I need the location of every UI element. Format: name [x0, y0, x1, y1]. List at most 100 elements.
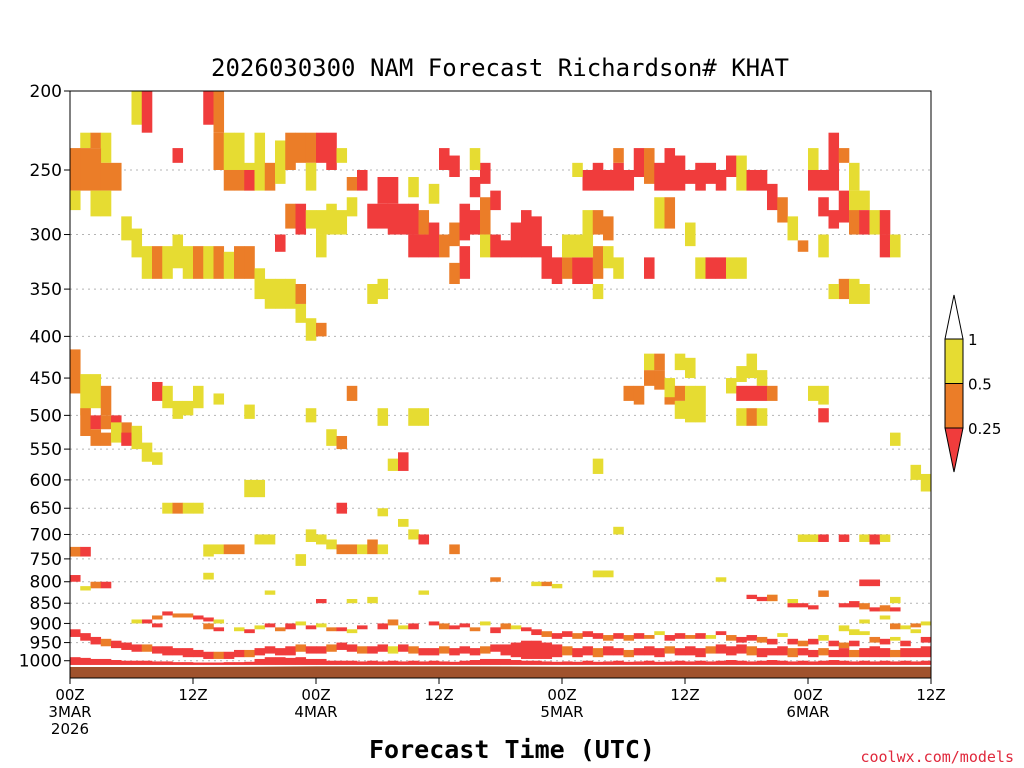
heatmap-cell: [746, 646, 758, 656]
heatmap-cell: [275, 278, 286, 309]
heatmap-cell: [398, 452, 409, 471]
heatmap-cell: [480, 621, 491, 626]
heatmap-cell: [469, 660, 481, 665]
y-tick-label: 850: [30, 594, 62, 614]
plot-frame: [69, 90, 932, 679]
heatmap-cell: [890, 234, 901, 258]
heatmap-cell: [531, 660, 542, 665]
heatmap-cell: [254, 268, 266, 300]
heatmap-cell: [428, 183, 440, 204]
heatmap-cell: [562, 661, 573, 665]
heatmap-cell: [162, 246, 173, 279]
heatmap-cell: [121, 216, 132, 241]
heatmap-cell: [705, 646, 717, 654]
heatmap-cell: [449, 155, 460, 178]
heatmap-cell: [818, 590, 829, 597]
heatmap-cell: [70, 349, 81, 394]
heatmap-cell: [818, 408, 829, 423]
heatmap-cell: [797, 648, 809, 656]
heatmap-cell: [387, 646, 399, 654]
heatmap-cell: [633, 633, 645, 639]
heatmap-cell: [592, 648, 604, 658]
heatmap-cell: [285, 203, 296, 229]
heatmap-cell: [264, 646, 276, 654]
heatmap-cell: [254, 534, 266, 545]
heatmap-cell: [428, 648, 440, 656]
heatmap-cell: [408, 408, 419, 426]
heatmap-cell: [490, 644, 501, 652]
heatmap-cell: [644, 257, 655, 279]
heatmap-cell: [551, 633, 563, 639]
heatmap-cell: [808, 148, 819, 170]
heatmap-cell: [531, 581, 542, 587]
heatmap-cell: [326, 660, 337, 665]
heatmap-cell: [70, 575, 81, 582]
heatmap-cell: [746, 594, 758, 600]
heatmap-cell: [80, 633, 91, 641]
heatmap-cells: [70, 91, 932, 665]
heatmap-cell: [336, 642, 348, 650]
heatmap-cell: [490, 658, 501, 665]
heatmap-cell: [797, 240, 809, 252]
heatmap-cell: [920, 660, 932, 665]
legend-swatch: [944, 383, 964, 429]
heatmap-cell: [849, 661, 860, 665]
heatmap-cell: [264, 278, 276, 309]
heatmap-cell: [736, 385, 747, 401]
heatmap-cell: [541, 642, 553, 659]
heatmap-cell: [213, 91, 225, 133]
heatmap-cell: [162, 661, 173, 665]
heatmap-cell: [100, 132, 112, 163]
heatmap-cell: [408, 529, 419, 540]
heatmap-cell: [121, 432, 132, 446]
heatmap-cell: [746, 661, 758, 665]
heatmap-cell: [193, 385, 204, 409]
heatmap-cell: [818, 635, 829, 641]
heatmap-cell: [305, 646, 317, 654]
legend-arrow-bottom: [944, 427, 964, 473]
heatmap-cell: [613, 633, 624, 639]
heatmap-cell: [859, 534, 870, 542]
heatmap-cell: [418, 234, 430, 258]
heatmap-cell: [890, 623, 901, 630]
x-tick-label: 12Z: [178, 686, 207, 704]
heatmap-cell: [234, 662, 245, 665]
heatmap-cell: [408, 234, 419, 258]
heatmap-cell: [90, 132, 102, 149]
heatmap-cell: [141, 660, 153, 665]
heatmap-cell: [346, 599, 358, 604]
heatmap-cell: [295, 657, 307, 665]
y-tick-label: 250: [30, 161, 62, 181]
heatmap-cell: [326, 627, 337, 632]
y-tick-label: 500: [30, 406, 62, 426]
heatmap-cell: [736, 408, 747, 426]
heatmap-cell: [715, 257, 727, 279]
heatmap-cell: [592, 633, 604, 639]
heatmap-cell: [623, 635, 635, 641]
heatmap-cell: [70, 629, 81, 637]
heatmap-cell: [428, 222, 440, 258]
heatmap-cell: [531, 629, 542, 636]
heatmap-cell: [377, 408, 389, 426]
heatmap-cell: [305, 210, 317, 229]
heatmap-cell: [541, 631, 553, 637]
heatmap-cell: [623, 385, 635, 401]
heatmap-cell: [756, 370, 768, 386]
heatmap-cell: [572, 661, 583, 665]
heatmap-cell: [685, 661, 696, 665]
heatmap-cell: [633, 385, 645, 405]
heatmap-cell: [377, 278, 389, 300]
heatmap-cell: [387, 458, 399, 471]
heatmap-cell: [869, 636, 881, 643]
y-tick-label: 600: [30, 471, 62, 491]
x-tick-label: 12Z: [916, 686, 945, 704]
heatmap-cell: [664, 148, 676, 191]
heatmap-cell: [664, 378, 676, 398]
heatmap-cell: [654, 648, 665, 658]
heatmap-cell: [828, 284, 840, 300]
heatmap-cell: [715, 660, 727, 665]
heatmap-cell: [254, 479, 266, 498]
heatmap-cell: [879, 648, 891, 658]
heatmap-cell: [644, 660, 655, 665]
